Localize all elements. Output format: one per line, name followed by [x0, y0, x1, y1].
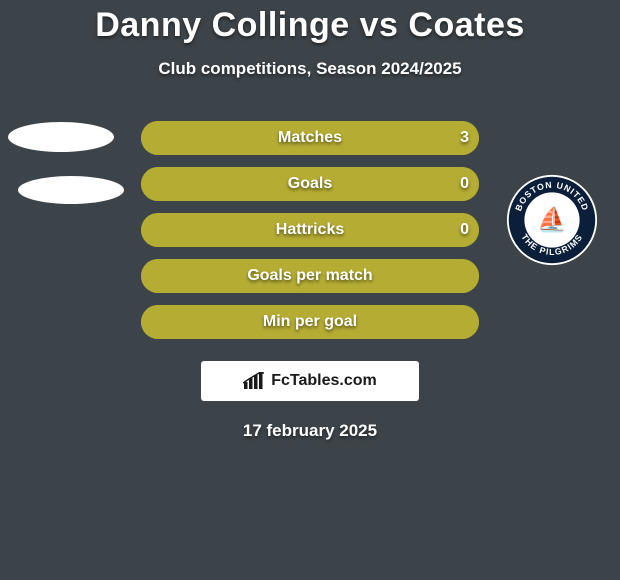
stat-bar-track: Goals per match	[141, 259, 479, 293]
stat-bar-track: Hattricks 0	[141, 213, 479, 247]
stat-row: Matches 3	[0, 121, 620, 155]
stat-label: Goals per match	[247, 267, 372, 285]
stat-value-right: 3	[460, 129, 469, 147]
stat-row: Goals per match	[0, 259, 620, 293]
date-line: 17 february 2025	[0, 421, 620, 441]
page-title: Danny Collinge vs Coates	[0, 0, 620, 45]
stat-bar-track: Min per goal	[141, 305, 479, 339]
fctables-label: FcTables.com	[271, 372, 377, 390]
page-subtitle: Club competitions, Season 2024/2025	[0, 59, 620, 79]
bars-icon	[243, 372, 265, 390]
stat-label: Goals	[288, 175, 332, 193]
comparison-bars: Matches 3 Goals 0 Hattricks 0 Goals per match M…	[0, 121, 620, 339]
stat-value-right: 0	[460, 175, 469, 193]
stat-label: Matches	[278, 129, 342, 147]
stat-value-right: 0	[460, 221, 469, 239]
stat-row: Hattricks 0	[0, 213, 620, 247]
stat-label: Hattricks	[276, 221, 344, 239]
fctables-watermark: FcTables.com	[201, 361, 419, 401]
stat-row: Goals 0	[0, 167, 620, 201]
stat-bar-track: Matches 3	[141, 121, 479, 155]
stat-row: Min per goal	[0, 305, 620, 339]
stat-label: Min per goal	[263, 313, 357, 331]
stat-bar-track: Goals 0	[141, 167, 479, 201]
